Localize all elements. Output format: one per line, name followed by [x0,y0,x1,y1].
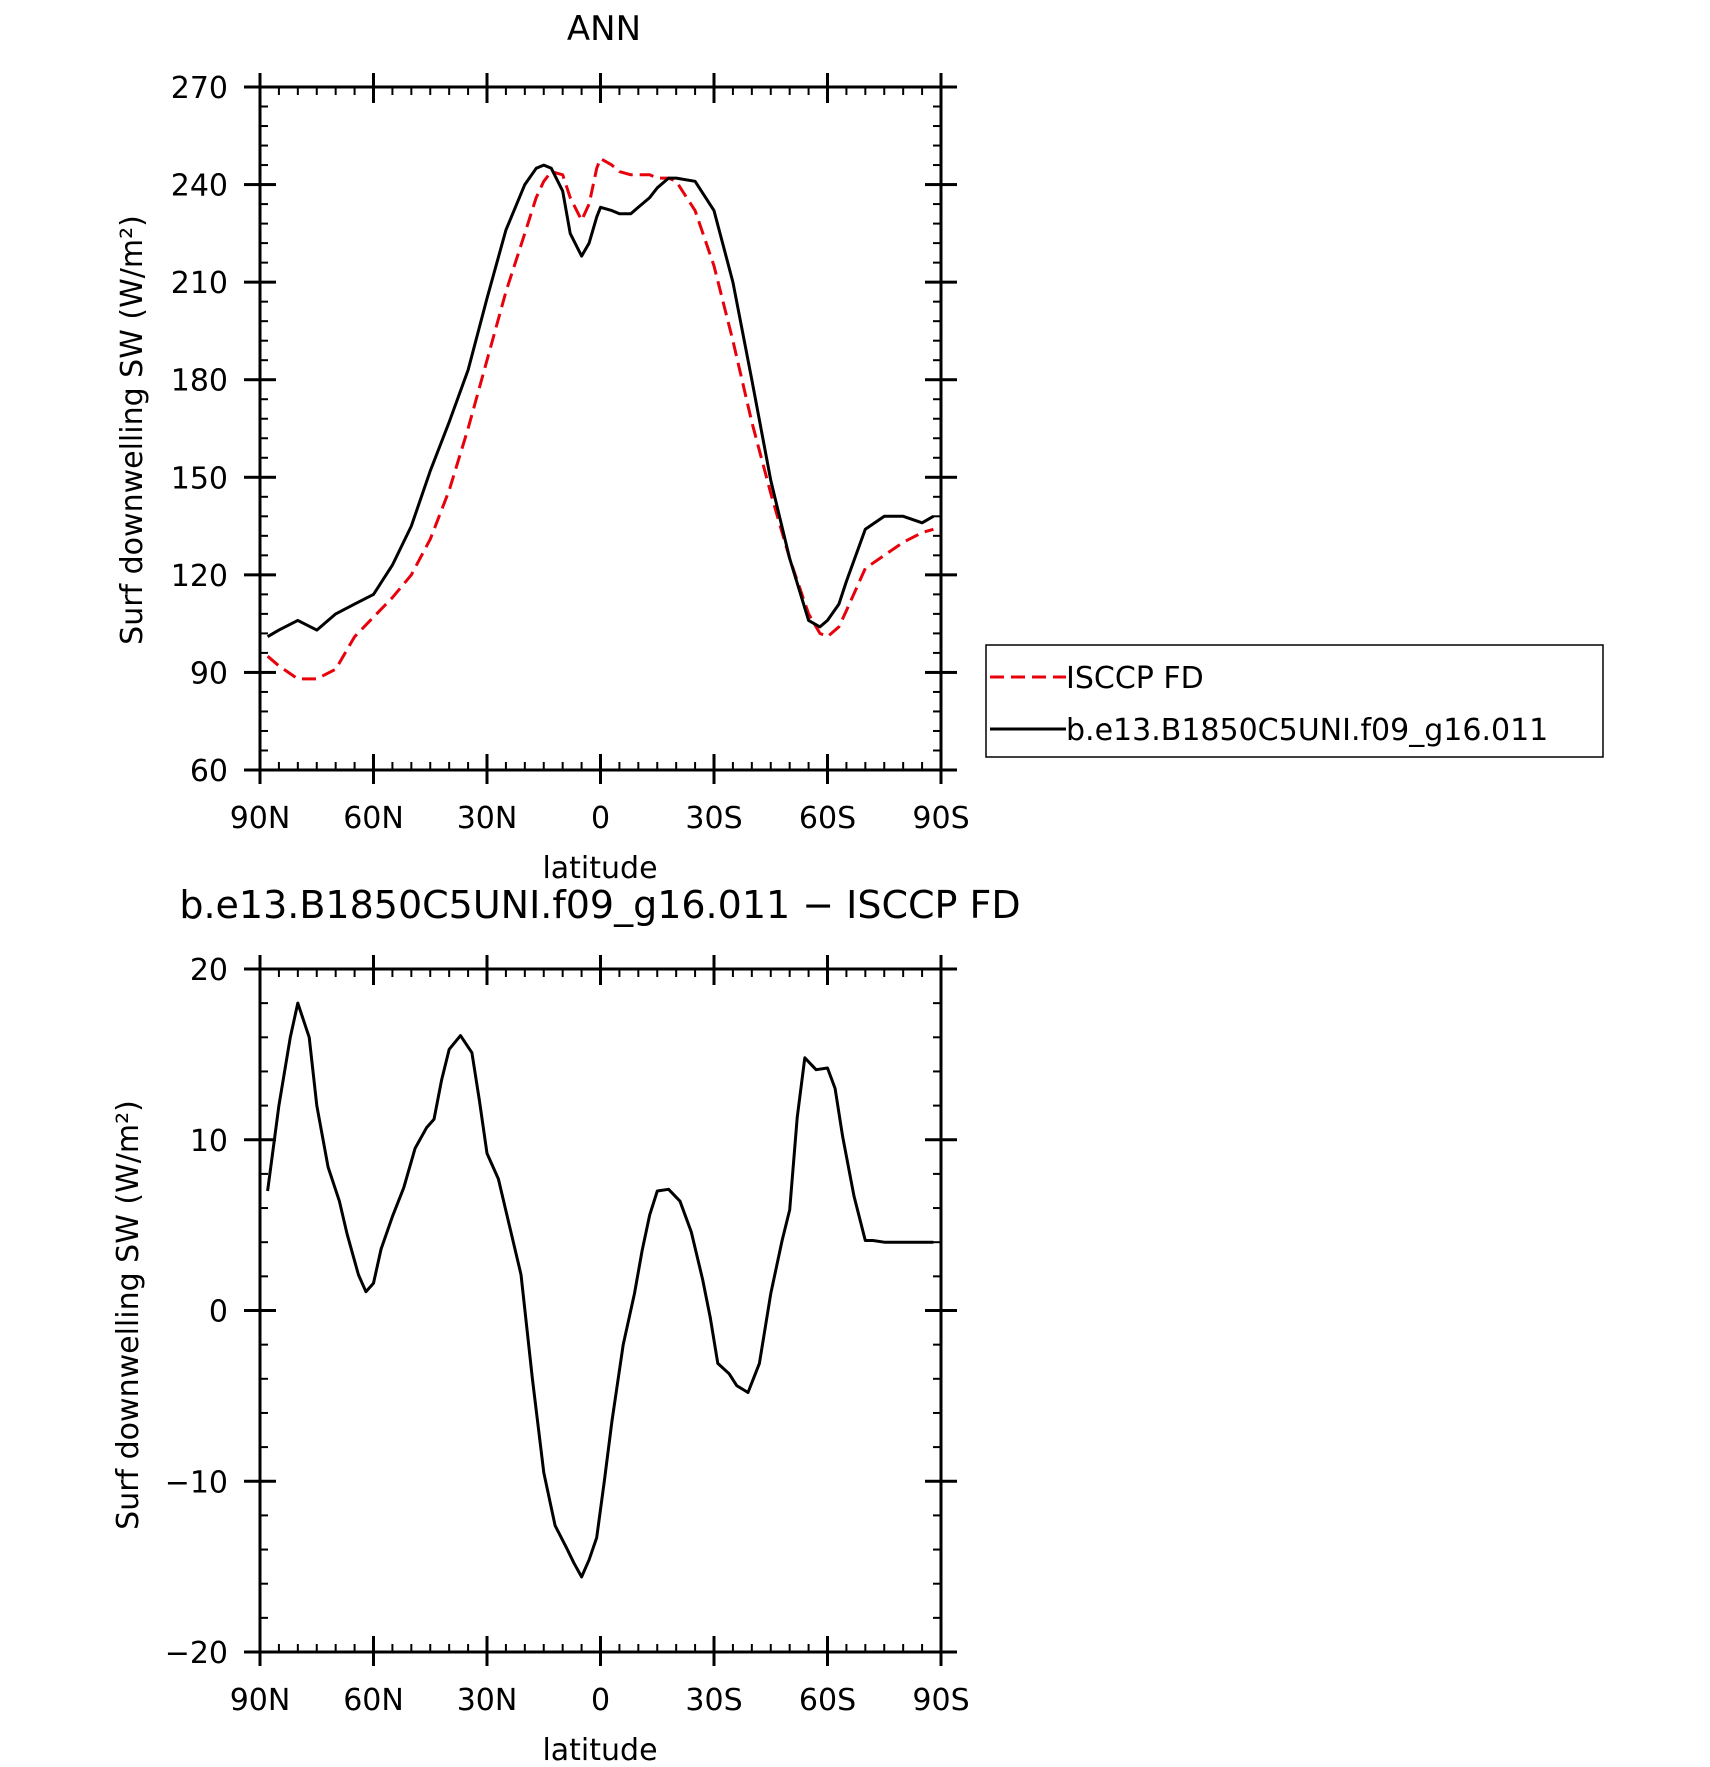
bottom-chart-xtick-label: 0 [591,1683,610,1718]
bottom-chart-ytick-label: 20 [190,953,228,988]
bottom-chart-ytick-label: 10 [190,1124,228,1159]
top-chart-xtick-label: 0 [591,801,610,836]
top-chart-ytick-label: 60 [190,754,228,789]
bottom-chart-ytick-label: −20 [165,1636,228,1671]
top-chart-title: ANN [567,9,641,49]
top-chart-xtick-label: 60S [799,801,856,836]
top-chart-ytick-label: 180 [171,364,228,399]
top-chart-xtick-label: 30N [457,801,518,836]
top-chart-xlabel: latitude [542,851,657,886]
top-chart-ytick-label: 90 [190,656,228,691]
top-chart-ylabel: Surf downwelling SW (W/m²) [115,215,150,645]
bottom-chart-ytick-label: −10 [165,1465,228,1500]
bottom-chart-ylabel: Surf downwelling SW (W/m²) [111,1100,146,1530]
top-chart-series-line-1 [266,163,935,638]
bottom-chart-ytick-label: 0 [209,1295,228,1330]
top-chart-ytick-label: 150 [171,461,228,496]
top-chart-ytick-label: 210 [171,266,228,301]
top-chart-xtick-label: 60N [343,801,404,836]
bottom-chart-xtick-label: 60N [343,1683,404,1718]
top-chart-frame [258,85,943,772]
legend-label-isccp: ISCCP FD [1066,661,1204,696]
top-chart-panel: ANN 90N 60N 30N 0 30S 60S 90S 60 90 120 150 180 210 2… [115,9,1604,886]
bottom-chart-xlabel: latitude [542,1733,657,1767]
bottom-chart-series-line-0 [266,1001,934,1579]
top-chart-xtick-label: 30S [685,801,742,836]
top-chart-series-line-0 [266,157,934,681]
bottom-chart-panel: b.e13.B1850C5UNI.f09_g16.011 − ISCCP FD … [111,883,1021,1767]
top-chart-ytick-label: 240 [171,169,228,204]
legend-label-model: b.e13.B1850C5UNI.f09_g16.011 [1066,713,1548,748]
legend: ISCCP FD b.e13.B1850C5UNI.f09_g16.011 [985,644,1604,758]
bottom-chart-series [266,1001,934,1579]
legend-box [985,644,1604,758]
top-chart-ytick-label: 270 [171,71,228,106]
top-chart-ytick-label: 120 [171,559,228,594]
bottom-chart-xtick-label: 30S [685,1683,742,1718]
top-chart-xtick-label: 90N [230,801,291,836]
bottom-chart-xtick-label: 60S [799,1683,856,1718]
top-chart-xtick-label: 90S [912,801,969,836]
bottom-chart-xtick-label: 30N [457,1683,518,1718]
bottom-chart-frame [258,967,943,1654]
bottom-chart-xtick-label: 90S [912,1683,969,1718]
bottom-chart-xtick-label: 90N [230,1683,291,1718]
top-chart-series [266,157,935,681]
bottom-chart-title: b.e13.B1850C5UNI.f09_g16.011 − ISCCP FD [179,883,1020,927]
top-chart-ticks: 90N 60N 30N 0 30S 60S 90S 60 90 120 150 180 210 240 27… [171,71,970,836]
